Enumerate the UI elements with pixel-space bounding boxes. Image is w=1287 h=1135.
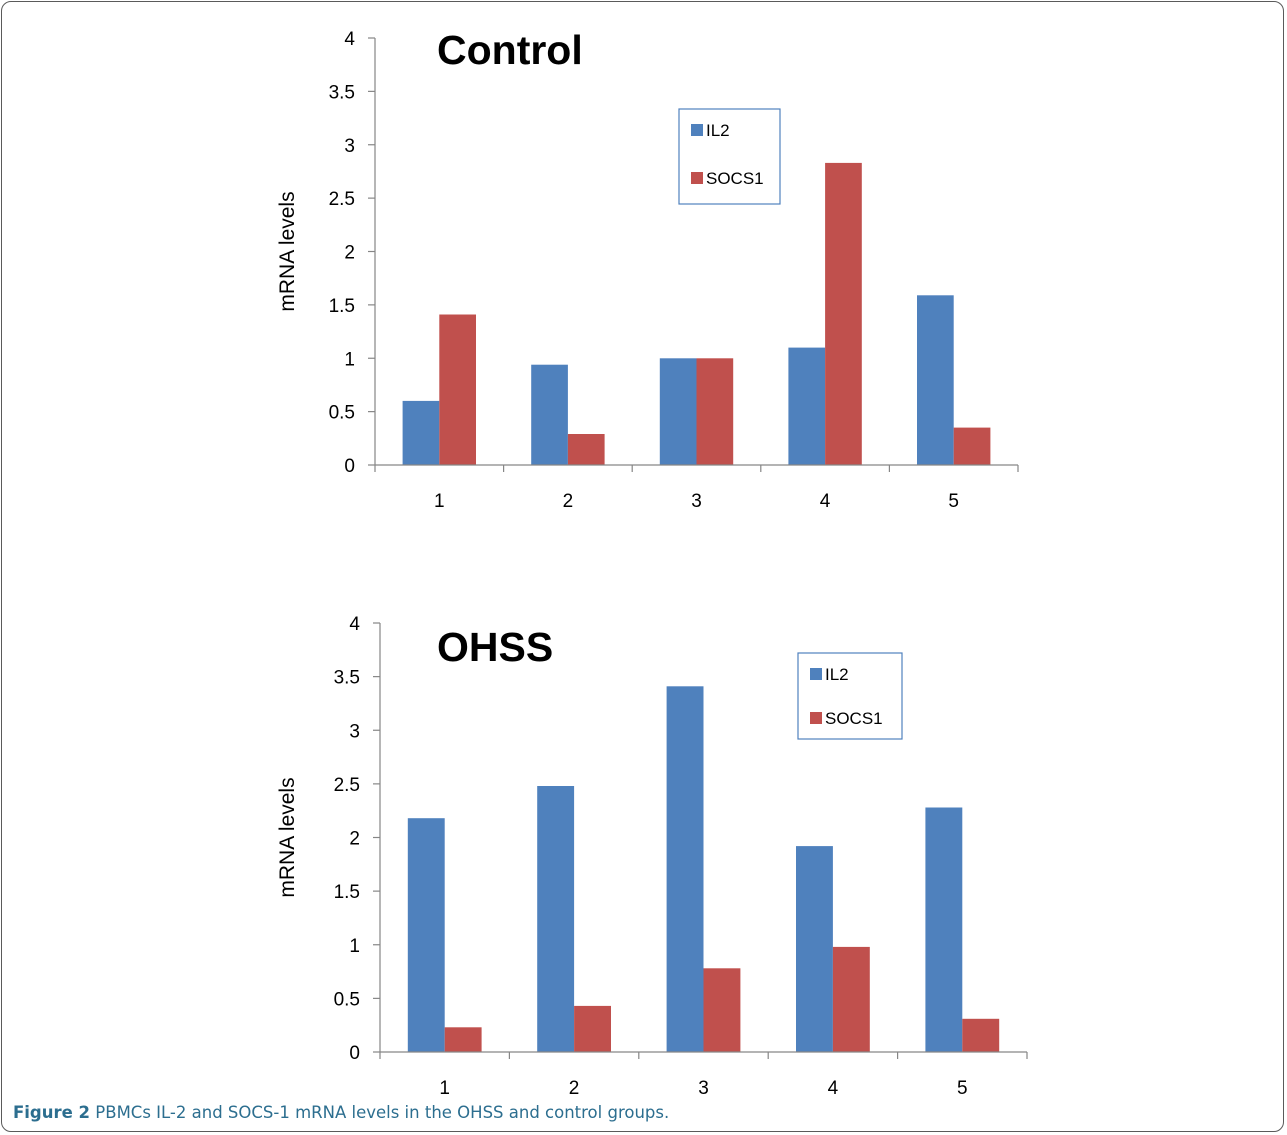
x-tick-label: 5 xyxy=(948,491,959,512)
bar-il2-1 xyxy=(402,400,440,465)
bar-socs1-1 xyxy=(439,314,476,465)
caption-label: Figure 2 xyxy=(13,1103,91,1122)
x-tick-label: 4 xyxy=(828,1078,839,1099)
bar-socs1-3 xyxy=(703,968,741,1052)
y-tick-label: 3.5 xyxy=(329,82,355,103)
y-tick-label: 3.5 xyxy=(334,668,360,689)
control-chart: 0 0.5 1 1.5 2 2.5 3 3.5 4 1 2 3 4 5 mRNA levels Control… xyxy=(276,27,1019,512)
legend-swatch-socs1 xyxy=(691,172,703,184)
y-tick-label: 4 xyxy=(349,614,360,635)
legend-label-socs1: SOCS1 xyxy=(706,169,764,188)
bar-il2-2 xyxy=(531,364,568,465)
y-tick-label: 1.5 xyxy=(329,296,355,317)
legend-label-il2: IL2 xyxy=(825,665,849,684)
y-tick-label: 3 xyxy=(344,136,355,157)
x-tick-label: 3 xyxy=(691,491,702,512)
chart-title: Control xyxy=(437,27,583,73)
y-tick-label: 0.5 xyxy=(329,403,355,424)
x-tick-label: 5 xyxy=(957,1078,968,1099)
x-tick-label: 2 xyxy=(569,1078,580,1099)
bar-socs1-1 xyxy=(444,1027,482,1052)
y-axis-title: mRNA levels xyxy=(276,191,299,311)
bar-il2-4 xyxy=(788,347,826,465)
legend-box xyxy=(678,108,781,205)
y-tick-label: 2 xyxy=(349,829,360,850)
caption-text: PBMCs IL-2 and SOCS-1 mRNA levels in the… xyxy=(95,1103,670,1122)
y-tick-label: 1 xyxy=(349,936,360,957)
bar-il2-5 xyxy=(917,295,954,465)
bar-il2-2 xyxy=(537,786,575,1052)
bar-socs1-5 xyxy=(953,427,991,465)
bar-socs1-4 xyxy=(832,946,870,1052)
y-tick-label: 0.5 xyxy=(334,989,360,1010)
x-tick-label: 2 xyxy=(563,491,574,512)
bar-il2-3 xyxy=(659,358,697,466)
y-tick-label: 1 xyxy=(344,349,355,370)
y-tick-label: 2.5 xyxy=(334,775,360,796)
bar-socs1-2 xyxy=(574,1005,611,1052)
legend-label-socs1: SOCS1 xyxy=(825,709,883,728)
x-tick-label: 1 xyxy=(439,1078,450,1099)
x-tick-label: 1 xyxy=(434,491,445,512)
legend-swatch-socs1 xyxy=(810,712,822,724)
bar-socs1-4 xyxy=(825,162,862,465)
bar-il2-3 xyxy=(666,686,704,1052)
y-tick-label: 4 xyxy=(344,29,355,50)
legend-swatch-il2 xyxy=(810,668,822,680)
y-tick-label: 0 xyxy=(349,1043,360,1064)
bar-socs1-3 xyxy=(696,358,734,466)
bar-il2-5 xyxy=(925,807,963,1052)
x-tick-label: 4 xyxy=(820,491,831,512)
legend-label-il2: IL2 xyxy=(706,121,730,140)
bar-socs1-5 xyxy=(962,1018,1000,1052)
y-tick-label: 1.5 xyxy=(334,882,360,903)
y-axis-title: mRNA levels xyxy=(276,777,299,897)
y-tick-label: 0 xyxy=(344,456,355,477)
chart-title: OHSS xyxy=(437,624,553,670)
y-tick-label: 2 xyxy=(344,243,355,264)
legend-box xyxy=(797,652,903,740)
legend-swatch-il2 xyxy=(691,124,703,136)
bar-socs1-2 xyxy=(567,434,605,465)
y-tick-label: 2.5 xyxy=(329,189,355,210)
ohss-chart: 0 0.5 1 1.5 2 2.5 3 3.5 4 1 2 3 4 5 mRNA levels OHSS IL2… xyxy=(276,614,1028,1099)
x-tick-label: 3 xyxy=(698,1078,709,1099)
figure-caption: Figure 2 PBMCs IL-2 and SOCS-1 mRNA leve… xyxy=(13,1103,669,1122)
bar-il2-4 xyxy=(796,846,833,1052)
y-tick-label: 3 xyxy=(349,721,360,742)
bar-il2-1 xyxy=(407,818,445,1052)
